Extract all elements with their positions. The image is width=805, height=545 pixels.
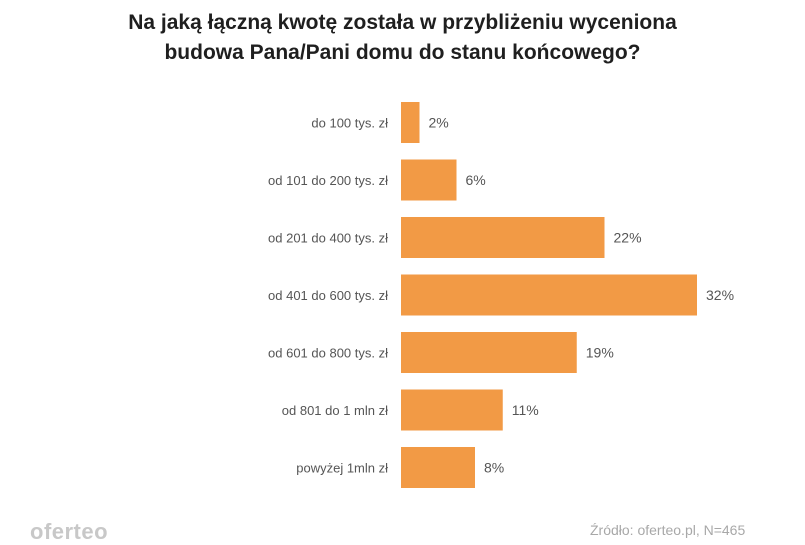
bar [401,389,503,431]
category-label: od 801 do 1 mln zł [282,403,388,418]
value-label: 11% [512,402,539,418]
chart-title: Na jaką łączną kwotę została w przybliże… [0,8,805,68]
chart-title-line-2: budowa Pana/Pani domu do stanu końcowego… [164,41,641,64]
category-label: od 601 do 800 tys. zł [268,346,388,361]
category-label: od 401 do 600 tys. zł [268,288,388,303]
value-label: 32% [706,287,734,303]
value-label: 6% [466,172,486,188]
oferteo-logo: oferteo [30,519,109,544]
bar [401,332,577,373]
bar [401,217,605,258]
value-label: 19% [586,345,614,361]
bar [401,447,475,488]
category-label: do 100 tys. zł [311,116,388,131]
bar [401,274,697,316]
category-label: powyżej 1mln zł [296,461,388,476]
source-note: Źródło: oferteo.pl, N=465 [590,522,746,538]
bar [401,102,420,143]
value-label: 22% [614,230,642,246]
chart-title-line-1: Na jaką łączną kwotę została w przybliże… [128,11,677,34]
value-label: 8% [484,460,504,476]
value-label: 2% [429,115,449,131]
category-label: od 201 do 400 tys. zł [268,231,388,246]
bar [401,159,457,201]
category-label: od 101 do 200 tys. zł [268,173,388,188]
